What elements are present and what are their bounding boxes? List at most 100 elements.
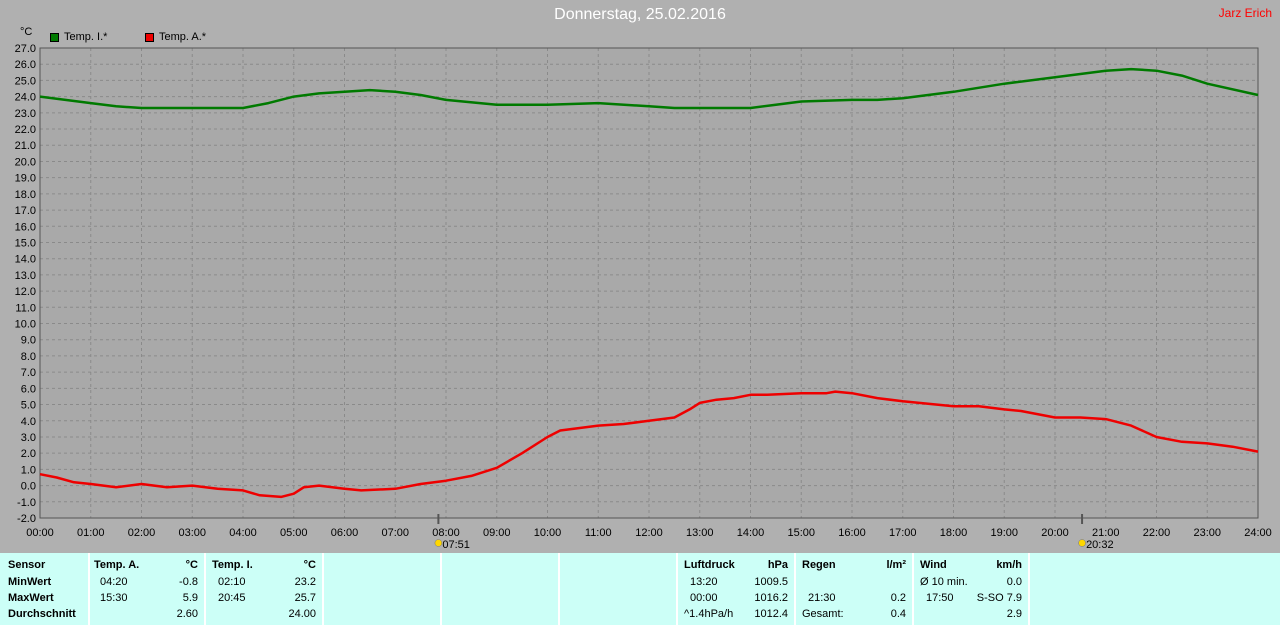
temp-a-max-value: 5.9 [182, 592, 198, 604]
x-tick-label: 09:00 [483, 527, 511, 539]
y-tick-label: 4.0 [21, 416, 36, 428]
y-tick-label: 8.0 [21, 351, 36, 363]
rain-header: Regen [802, 559, 836, 571]
y-tick-label: 5.0 [21, 400, 36, 412]
x-tick-label: 07:00 [381, 527, 409, 539]
empty-column-2 [442, 553, 558, 625]
x-tick-label: 03:00 [178, 527, 206, 539]
y-tick-label: 23.0 [15, 108, 36, 120]
x-tick-label: 17:00 [889, 527, 917, 539]
wind-max-time: 17:50 [926, 592, 954, 604]
pressure-min-value: 1009.5 [754, 576, 788, 588]
temp-a-min-time: 04:20 [100, 576, 128, 588]
temp-i-average: 24.00 [288, 608, 316, 620]
pressure-average: 1012.4 [754, 608, 788, 620]
temp-a-average: 2.60 [176, 608, 198, 620]
x-tick-label: 02:00 [128, 527, 156, 539]
temp-i-header: Temp. I. [212, 559, 253, 571]
pressure-trend: ^1.4hPa/h [684, 608, 734, 620]
y-tick-label: 17.0 [15, 205, 36, 217]
temp-a-unit: °C [185, 559, 198, 571]
empty-column-3 [560, 553, 676, 625]
temp-i-unit: °C [303, 559, 316, 571]
temp-a-max-time: 15:30 [100, 592, 128, 604]
y-tick-label: 6.0 [21, 383, 36, 395]
temp-i-max-time: 20:45 [218, 592, 246, 604]
pressure-max-time: 00:00 [690, 592, 718, 604]
y-tick-label: 7.0 [21, 367, 36, 379]
y-tick-label: 18.0 [15, 189, 36, 201]
temp-i-min-value: 23.2 [294, 576, 316, 588]
wind-avg-value: 0.0 [1006, 576, 1022, 588]
rain-total-label: Gesamt: [802, 608, 844, 620]
y-tick-label: 9.0 [21, 335, 36, 347]
rain-total-value: 0.4 [890, 608, 906, 620]
wind-average: 2.9 [1006, 608, 1022, 620]
x-tick-label: 19:00 [990, 527, 1018, 539]
chart-title: Donnerstag, 25.02.2016 [554, 6, 726, 23]
plot-frame [39, 47, 1259, 519]
y-tick-label: 26.0 [15, 59, 36, 71]
y-tick-label: 14.0 [15, 254, 36, 266]
x-tick-label: 04:00 [229, 527, 257, 539]
pressure-min-time: 13:20 [690, 576, 718, 588]
y-tick-label: 24.0 [15, 92, 36, 104]
x-tick-label: 20:00 [1041, 527, 1069, 539]
pressure-header: Luftdruck [684, 559, 735, 571]
pressure-unit: hPa [767, 559, 788, 571]
author-label: Jarz Erich [1218, 6, 1272, 20]
x-tick-label: 24:00 [1244, 527, 1272, 539]
y-tick-label: 16.0 [15, 221, 36, 233]
x-tick-label: 00:00 [26, 527, 54, 539]
x-tick-label: 10:00 [534, 527, 562, 539]
sunset-time-label: 20:32 [1086, 539, 1114, 551]
series-line-outside [39, 390, 1259, 499]
temp-i-max-value: 25.7 [294, 592, 316, 604]
x-tick-label: 06:00 [331, 527, 359, 539]
x-tick-label: 01:00 [77, 527, 105, 539]
temp-a-column: Temp. A. °C 04:20 -0.8 15:30 5.9 2.60 [90, 553, 204, 625]
y-tick-label: 13.0 [15, 270, 36, 282]
x-tick-label: 11:00 [585, 527, 612, 539]
y-tick-label: 27.0 [15, 43, 36, 55]
rain-max-time: 21:30 [808, 592, 836, 604]
legend-label-inside: Temp. I.* [64, 31, 108, 43]
x-tick-label: 13:00 [686, 527, 714, 539]
rain-max-value: 0.2 [890, 592, 906, 604]
rain-column: Regen l/m² 21:30 0.2 Gesamt: 0.4 [796, 553, 912, 625]
legend-item-inside: Temp. I.* [50, 31, 107, 43]
sensor-header: Sensor [8, 559, 46, 571]
y-tick-label: 15.0 [15, 237, 36, 249]
y-tick-label: 19.0 [15, 173, 36, 185]
statistics-panel: Sensor MinWert MaxWert Durchschnitt Temp… [0, 553, 1280, 625]
legend-swatch-outside [145, 32, 154, 42]
y-tick-label: -1.0 [17, 497, 36, 509]
y-tick-label: 20.0 [15, 156, 36, 168]
rain-unit: l/m² [886, 559, 906, 571]
x-tick-label: 23:00 [1193, 527, 1221, 539]
y-tick-label: 12.0 [15, 286, 36, 298]
pressure-column: Luftdruck hPa 13:20 1009.5 00:00 1016.2 … [678, 553, 794, 625]
temp-i-column: Temp. I. °C 02:10 23.2 20:45 25.7 24.00 [206, 553, 322, 625]
x-tick-label: 16:00 [838, 527, 866, 539]
y-tick-label: 0.0 [21, 481, 36, 493]
legend-item-outside: Temp. A.* [145, 31, 206, 43]
series-line-inside [39, 67, 1259, 110]
x-tick-label: 15:00 [787, 527, 815, 539]
x-tick-label: 12:00 [635, 527, 663, 539]
x-tick-label: 05:00 [280, 527, 308, 539]
y-tick-label: 3.0 [21, 432, 36, 444]
sunset-icon [1078, 539, 1086, 547]
y-tick-label: 22.0 [15, 124, 36, 136]
x-tick-label: 22:00 [1143, 527, 1171, 539]
y-unit-label: °C [20, 26, 32, 38]
temp-a-min-value: -0.8 [179, 576, 198, 588]
empty-column-1 [324, 553, 440, 625]
legend-swatch-inside [50, 32, 59, 42]
temp-a-header: Temp. A. [94, 559, 140, 571]
maxwert-label: MaxWert [8, 592, 54, 604]
empty-column-4 [1030, 553, 1280, 625]
sunrise-icon [434, 539, 443, 547]
x-tick-label: 08:00 [432, 527, 460, 539]
durchschnitt-label: Durchschnitt [8, 608, 76, 620]
